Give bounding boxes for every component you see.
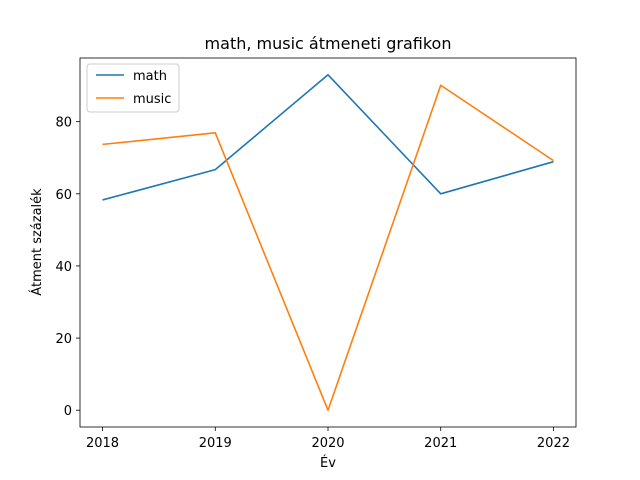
legend-label-music: music: [133, 92, 171, 107]
y-axis-label: Átment százalék: [29, 188, 45, 296]
chart-title: math, music átmeneti grafikon: [205, 34, 452, 53]
x-tick-label: 2018: [86, 436, 119, 451]
x-axis-label: Év: [320, 455, 336, 471]
x-axis: 2018 2019 2020 2021 2022: [86, 427, 570, 451]
legend-box: [86, 63, 180, 113]
legend: math music: [86, 63, 180, 113]
x-tick-label: 2021: [424, 436, 457, 451]
y-tick-label: 80: [55, 116, 72, 131]
y-tick-label: 60: [55, 188, 72, 203]
x-tick-label: 2020: [311, 436, 344, 451]
y-tick-label: 20: [55, 332, 72, 347]
legend-label-math: math: [133, 69, 167, 84]
x-tick-label: 2022: [537, 436, 570, 451]
series-line-math: [102, 73, 554, 201]
y-axis: 0 20 40 60 80: [55, 116, 80, 419]
plot-content: [102, 73, 554, 412]
y-tick-label: 40: [55, 260, 72, 275]
series-line-music: [102, 84, 554, 412]
y-tick-label: 0: [64, 404, 72, 419]
x-tick-label: 2019: [199, 436, 232, 451]
